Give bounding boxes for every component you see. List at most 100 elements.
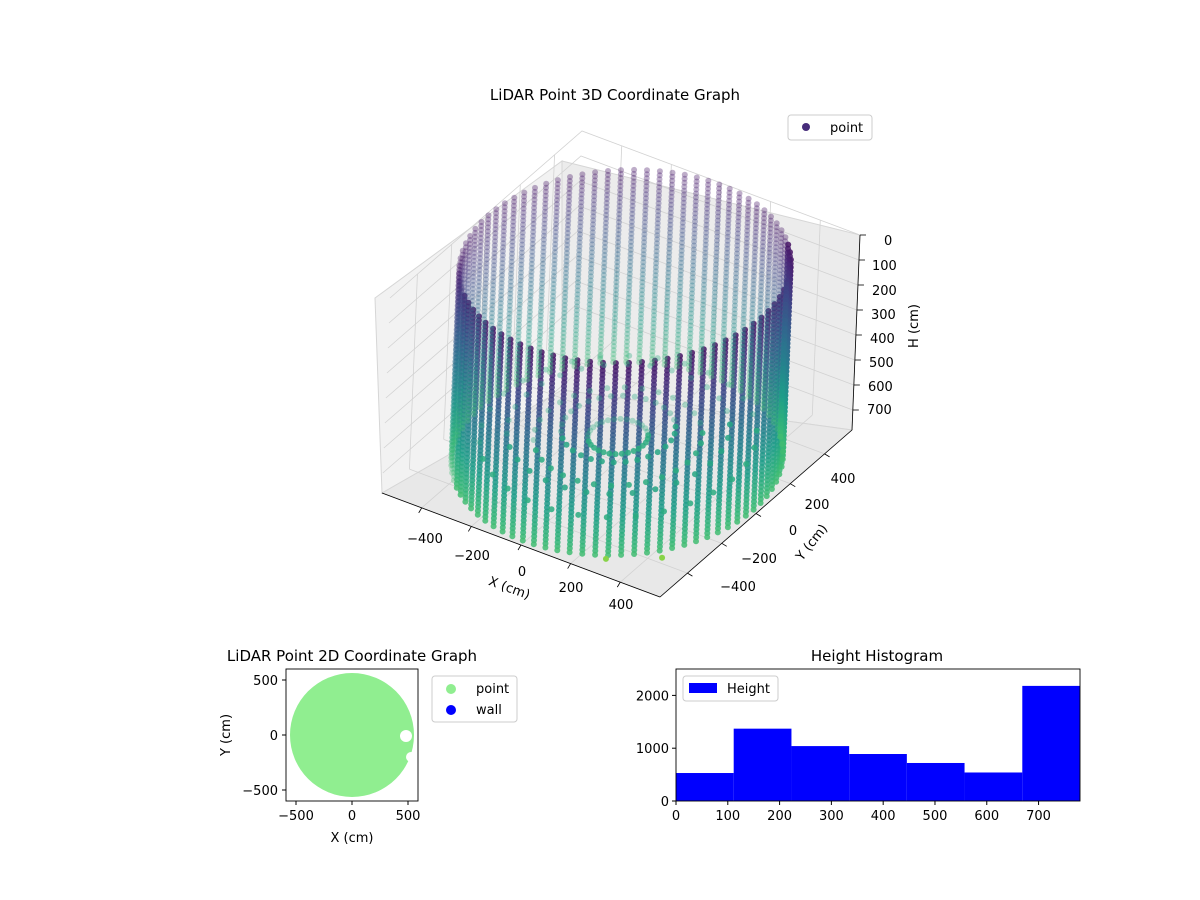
lidar-point	[726, 421, 733, 428]
lidar-point	[688, 374, 694, 381]
lidar-point	[545, 407, 552, 414]
lidar-point	[623, 416, 630, 423]
lidar-point	[608, 482, 615, 489]
y-tick	[824, 453, 830, 458]
lidar-point	[568, 408, 575, 415]
lidar-point	[606, 450, 613, 457]
lidar-point	[636, 359, 643, 366]
x-tick-label: 400	[609, 598, 634, 613]
lidar-point	[477, 404, 484, 411]
gridline	[546, 154, 555, 350]
lidar-point	[448, 462, 455, 469]
lidar-point	[506, 444, 513, 450]
y-tick-label: 0	[661, 795, 669, 810]
lidar-point	[704, 534, 711, 541]
lidar-point	[503, 430, 510, 437]
lidar-point	[612, 451, 619, 458]
lidar-point	[654, 449, 661, 456]
lidar-point	[538, 456, 545, 463]
lidar-point	[571, 392, 578, 399]
chart-2d-legend: point wall	[431, 675, 518, 723]
lidar-point	[590, 481, 597, 488]
gridline	[613, 145, 623, 341]
chart-2d-plot-area	[286, 669, 418, 801]
lidar-point	[642, 396, 649, 402]
lidar-point	[750, 506, 757, 513]
lidar-point	[532, 447, 539, 454]
histogram-title: Height Histogram	[811, 647, 943, 665]
x-axis-label: X (cm)	[331, 831, 374, 846]
legend-label-point: point	[476, 682, 509, 697]
legend-label-point: point	[830, 121, 863, 136]
lidar-point	[697, 369, 704, 376]
lidar-point	[760, 405, 767, 412]
y-tick-label: 1000	[636, 742, 669, 757]
lidar-point	[557, 372, 564, 379]
point-gap	[400, 730, 412, 742]
lidar-point	[547, 369, 553, 376]
lidar-point	[670, 394, 676, 401]
lidar-point	[585, 398, 592, 405]
lidar-point	[698, 440, 704, 447]
x-tick	[468, 526, 472, 532]
y-tick	[721, 542, 727, 547]
y-tick	[755, 513, 762, 517]
lidar-point	[476, 439, 483, 446]
chart-3d-point-cloud	[448, 166, 794, 562]
chart-2d: LiDAR Point 2D Coordinate Graph −500 0 5…	[219, 647, 518, 846]
lidar-point	[617, 415, 624, 422]
lidar-point	[659, 554, 666, 561]
lidar-point	[575, 511, 582, 518]
lidar-point	[514, 456, 521, 463]
lidar-point	[692, 471, 698, 478]
lidar-point	[742, 512, 749, 519]
lidar-point	[693, 538, 699, 545]
chart-3d-title: LiDAR Point 3D Coordinate Graph	[490, 86, 740, 104]
lidar-point	[523, 391, 530, 398]
lidar-point	[652, 399, 659, 406]
lidar-point	[671, 430, 678, 437]
gridline	[511, 184, 521, 380]
y-axis-label: Y (cm)	[219, 714, 234, 757]
lidar-point	[746, 393, 752, 400]
lidar-point	[723, 408, 730, 414]
lidar-point	[718, 448, 725, 455]
gridline	[662, 164, 672, 360]
lidar-point	[625, 481, 632, 488]
lidar-point	[667, 410, 674, 417]
z-tick-label: 700	[867, 403, 892, 418]
lidar-point	[779, 441, 786, 448]
gridline	[811, 220, 821, 416]
lidar-point	[718, 377, 725, 384]
lidar-point	[597, 360, 604, 366]
lidar-point	[728, 382, 735, 389]
chart-3d-legend: point	[787, 114, 873, 141]
histogram-bar	[791, 746, 850, 801]
lidar-point	[671, 416, 678, 423]
lidar-point	[603, 514, 610, 521]
lidar-point	[600, 449, 607, 456]
lidar-point	[622, 458, 629, 465]
lidar-point	[451, 439, 458, 446]
lidar-point	[494, 392, 500, 399]
histogram-legend: Height	[682, 675, 779, 702]
x-tick	[616, 581, 621, 588]
x-tick-label: 700	[1026, 809, 1051, 824]
lidar-point	[645, 453, 652, 460]
lidar-point	[649, 360, 655, 367]
gridline	[385, 230, 857, 399]
lidar-point	[595, 447, 602, 454]
point-gap	[406, 752, 416, 762]
histogram-y-axis: 0 1000 2000	[636, 689, 676, 810]
lidar-point	[474, 511, 481, 518]
lidar-point	[620, 392, 626, 399]
lidar-point	[634, 419, 641, 426]
lidar-point	[780, 448, 786, 455]
lidar-point	[684, 459, 691, 466]
y-tick-label: 400	[831, 472, 856, 487]
histogram-bars	[676, 685, 1080, 801]
lidar-point	[655, 389, 662, 396]
lidar-point	[618, 450, 625, 457]
lidar-point	[610, 359, 617, 366]
